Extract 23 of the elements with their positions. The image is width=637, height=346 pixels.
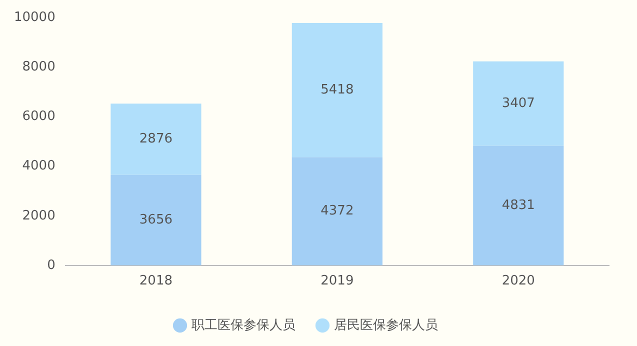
data-label: 3656 [139, 212, 173, 228]
data-label: 5418 [320, 82, 354, 98]
x-tick-label: 2020 [502, 274, 535, 289]
bar [292, 157, 382, 266]
bar [110, 104, 202, 175]
bar [473, 61, 564, 146]
y-tick-label: 6000 [22, 109, 56, 124]
data-label: 3407 [502, 96, 535, 111]
bar [473, 146, 564, 266]
y-tick-label: 4000 [22, 158, 56, 174]
data-label: 2876 [139, 132, 173, 147]
data-label: 4831 [502, 198, 535, 213]
data-label: 4372 [320, 204, 354, 219]
legend-label: 职工医保参保人员 [192, 318, 296, 333]
y-tick-label: 10000 [14, 10, 56, 26]
x-tick-label: 2019 [320, 274, 354, 289]
x-tick-label: 2018 [139, 274, 173, 289]
y-tick-label: 2000 [22, 208, 56, 224]
y-tick-label: 8000 [22, 60, 56, 75]
bar [292, 23, 382, 158]
bar [110, 174, 202, 266]
y-tick-label: 0 [47, 258, 56, 273]
legend-label: 居民医保参保人员 [334, 318, 438, 333]
